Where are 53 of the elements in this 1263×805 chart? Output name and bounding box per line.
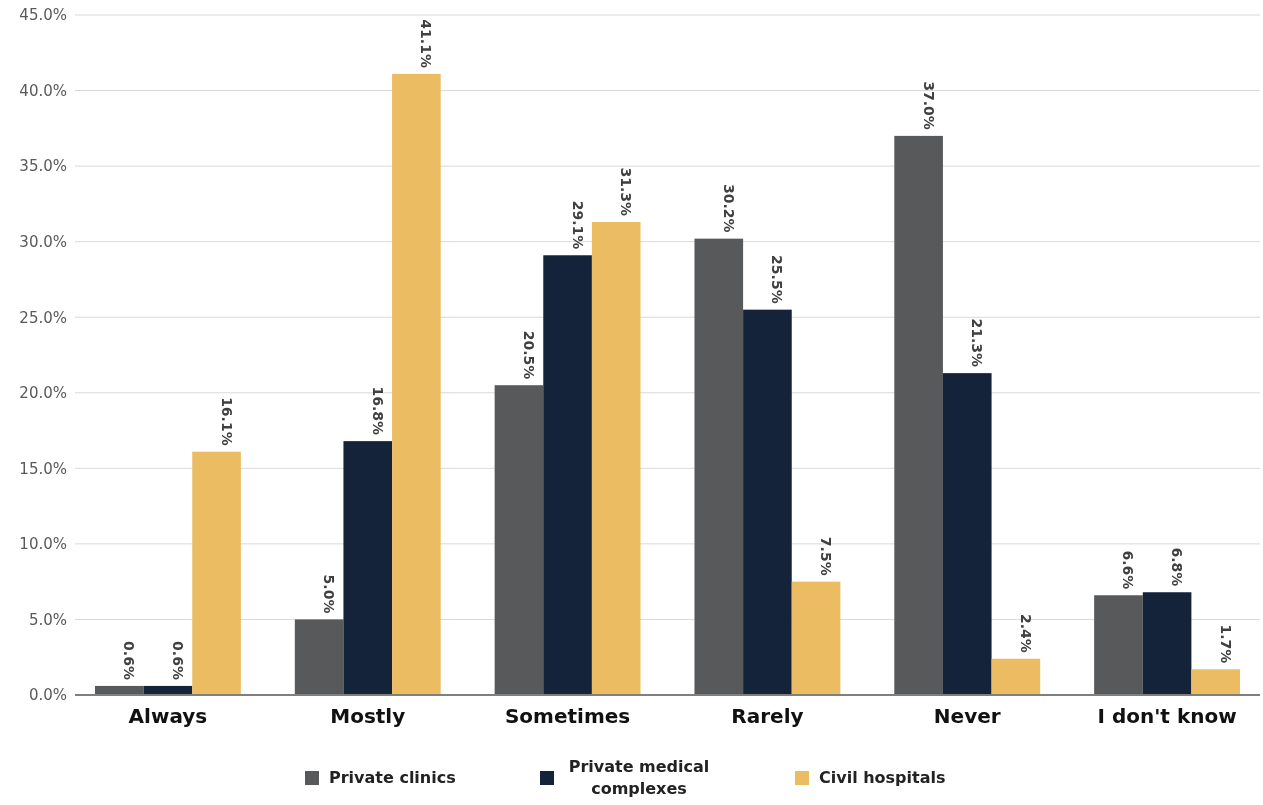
bar (894, 135, 943, 695)
bar (743, 309, 792, 695)
data-label: 2.4% (1017, 613, 1034, 653)
data-label: 37.0% (920, 81, 937, 130)
x-tick-label: I don't know (1097, 704, 1237, 729)
legend-label: Private medical complexes (568, 757, 710, 798)
y-tick-label: 40.0% (19, 81, 67, 100)
data-label: 31.3% (618, 167, 635, 217)
bar (392, 73, 441, 695)
y-tick-label: 35.0% (19, 157, 67, 176)
y-tick-label: 15.0% (19, 459, 67, 478)
data-label: 6.8% (1169, 547, 1186, 587)
bar (1142, 592, 1192, 695)
x-tick-label: Mostly (330, 704, 406, 729)
bar (494, 385, 544, 695)
bar (591, 222, 641, 695)
bar (791, 581, 841, 695)
data-label: 25.5% (769, 255, 786, 304)
bar (991, 658, 1041, 695)
data-label: 7.5% (818, 536, 835, 576)
y-tick-label: 30.0% (19, 232, 67, 251)
data-label: 30.2% (720, 184, 737, 233)
data-label: 6.6% (1120, 550, 1137, 590)
data-label: 20.5% (520, 330, 537, 380)
x-tick-label: Sometimes (504, 704, 631, 729)
bar (694, 238, 744, 695)
x-tick-label: Never (933, 704, 1001, 729)
bar (192, 451, 241, 695)
y-tick-label: 10.0% (19, 535, 67, 554)
bar (543, 255, 592, 695)
data-label: 41.1% (418, 19, 435, 68)
y-tick-label: 5.0% (28, 610, 67, 629)
data-label: 16.1% (218, 397, 235, 446)
bar (343, 441, 393, 695)
y-tick-label: 0.0% (28, 686, 67, 705)
data-label: 5.0% (321, 574, 338, 614)
data-label: 16.8% (369, 386, 386, 436)
x-tick-label: Rarely (731, 704, 804, 729)
y-tick-label: 45.0% (19, 6, 67, 25)
legend-label: Private clinics (329, 768, 456, 787)
data-label: 1.7% (1217, 624, 1234, 664)
bar (294, 619, 344, 695)
bar (1191, 669, 1241, 695)
y-tick-label: 25.0% (19, 308, 67, 327)
data-label: 29.1% (569, 200, 586, 250)
bar (1094, 595, 1143, 695)
legend-label: Civil hospitals (819, 768, 946, 787)
data-label: 0.6% (121, 641, 138, 680)
bar (942, 373, 992, 695)
x-tick-label: Always (128, 704, 208, 729)
y-tick-label: 20.0% (19, 384, 67, 403)
data-label: 0.6% (169, 641, 186, 680)
data-label: 21.3% (969, 318, 986, 368)
